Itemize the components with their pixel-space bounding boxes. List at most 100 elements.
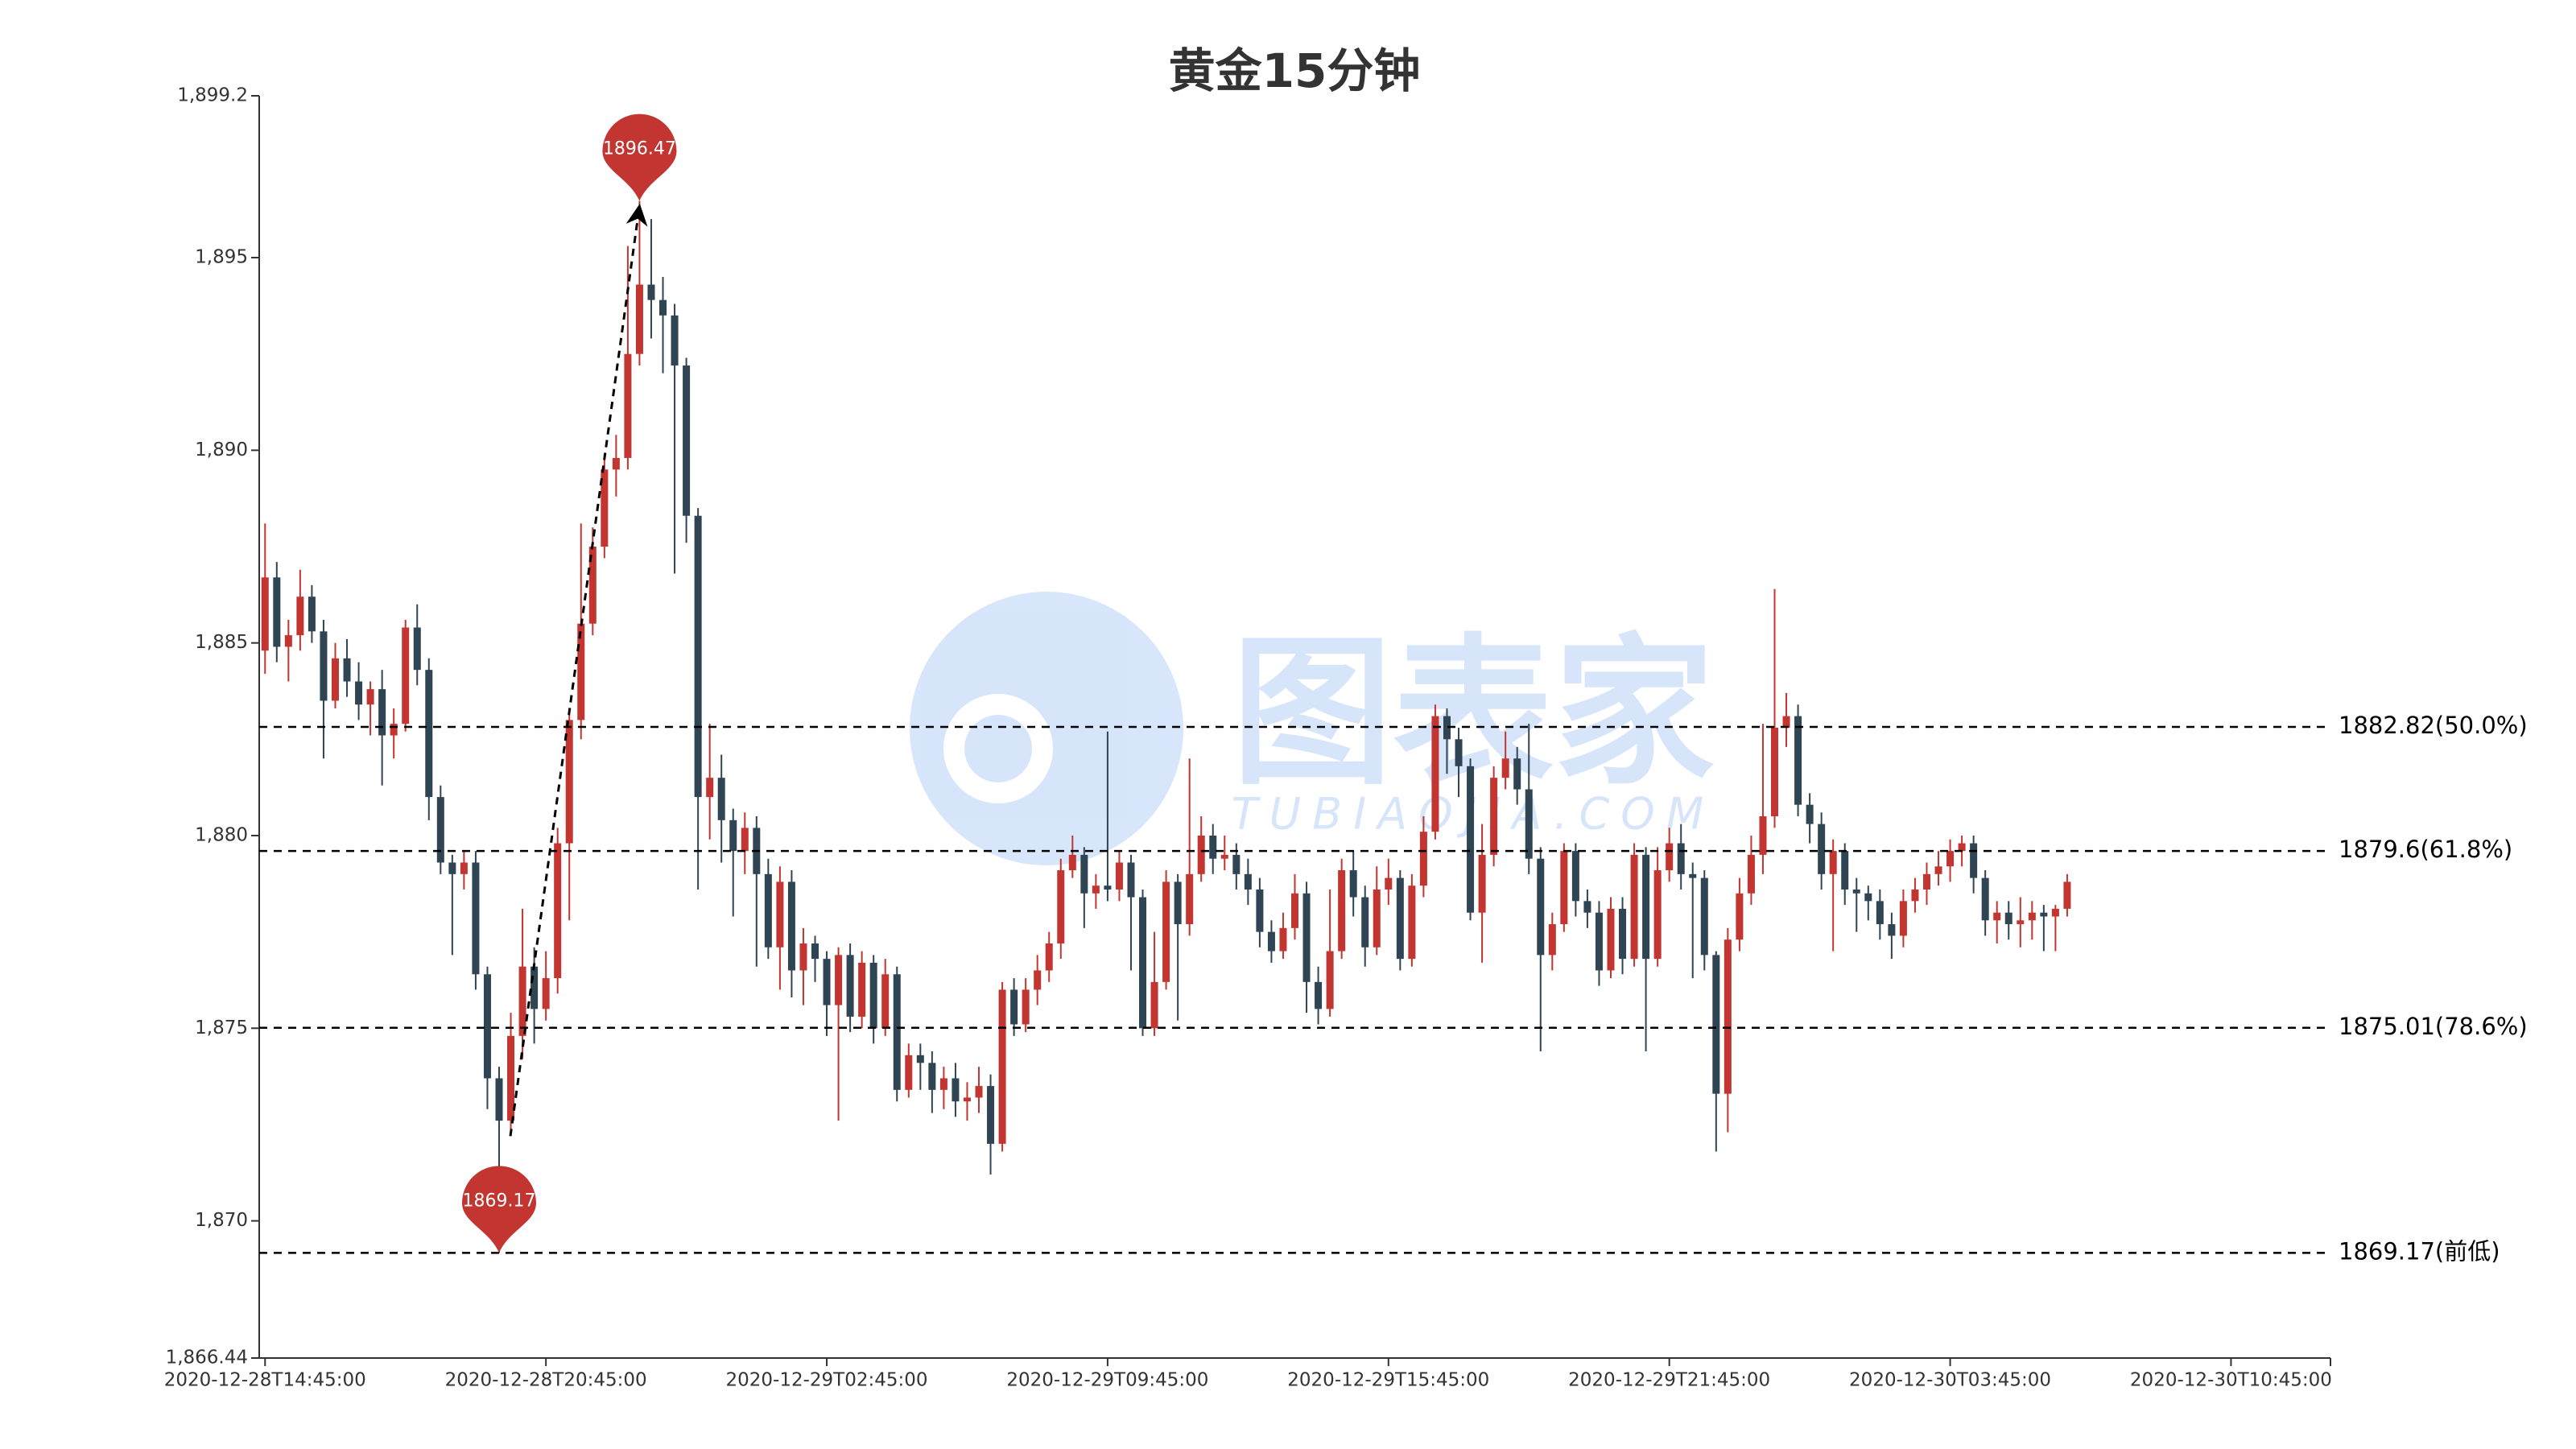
candle-body bbox=[1958, 843, 1966, 852]
candle-body bbox=[1022, 989, 1030, 1025]
candle-body bbox=[460, 862, 468, 874]
candle-body bbox=[378, 689, 386, 736]
marker-label: 1896.47 bbox=[603, 139, 676, 159]
candle-body bbox=[1104, 886, 1112, 890]
candle-body bbox=[987, 1086, 995, 1144]
x-tick-label: 2020-12-30T10:45:00 bbox=[2130, 1370, 2332, 1391]
candle-body bbox=[741, 828, 749, 852]
candle-body bbox=[1794, 716, 1802, 805]
candle-body bbox=[1092, 886, 1100, 894]
candle-body bbox=[1841, 851, 1849, 890]
candle-body bbox=[472, 862, 480, 975]
candle-body bbox=[530, 966, 539, 1009]
candle-body bbox=[577, 623, 585, 720]
candle-body bbox=[1747, 854, 1755, 894]
candle-body bbox=[1922, 873, 1930, 890]
candle-body bbox=[1946, 851, 1955, 867]
y-tick-label: 1,870 bbox=[195, 1210, 248, 1231]
candle-body bbox=[1115, 862, 1123, 890]
candle-body bbox=[320, 631, 328, 701]
candle-body bbox=[1818, 824, 1826, 874]
candle-body bbox=[1852, 889, 1860, 894]
candle-body bbox=[1150, 981, 1158, 1029]
candle-body bbox=[436, 797, 444, 863]
x-tick-label: 2020-12-30T03:45:00 bbox=[1849, 1370, 2051, 1391]
x-tick-label: 2020-12-29T09:45:00 bbox=[1006, 1370, 1208, 1391]
candle-body bbox=[659, 299, 667, 316]
candle-body bbox=[1408, 886, 1416, 960]
candle-body bbox=[273, 577, 281, 647]
candle-body bbox=[1560, 851, 1568, 925]
candle-body bbox=[1595, 912, 1603, 971]
candle-body bbox=[939, 1078, 947, 1090]
candle-body bbox=[1700, 877, 1708, 956]
candle-body bbox=[1349, 870, 1357, 898]
candle-body bbox=[1782, 716, 1790, 728]
candle-body bbox=[1256, 889, 1264, 932]
candle-body bbox=[647, 284, 655, 300]
candle-body bbox=[1911, 889, 1919, 902]
candle-body bbox=[1045, 943, 1053, 971]
candle-body bbox=[284, 635, 292, 647]
candle-body bbox=[1139, 897, 1147, 1029]
candle-body bbox=[1666, 843, 1674, 871]
candle-body bbox=[1174, 881, 1182, 925]
x-tick-label: 2020-12-28T20:45:00 bbox=[445, 1370, 647, 1391]
candle-body bbox=[1806, 804, 1814, 824]
candle-body bbox=[1396, 877, 1404, 960]
candle-body bbox=[2004, 912, 2013, 925]
candle-body bbox=[1302, 893, 1311, 982]
candle-body bbox=[1315, 981, 1323, 1009]
candle-body bbox=[308, 597, 316, 632]
candle-body bbox=[1279, 927, 1287, 952]
candle-body bbox=[495, 1078, 503, 1121]
candle-body bbox=[928, 1063, 936, 1090]
candle-body bbox=[1455, 739, 1463, 766]
candle-body bbox=[963, 1097, 971, 1102]
candle-body bbox=[905, 1055, 913, 1090]
candle-body bbox=[1537, 858, 1545, 956]
x-tick-label: 2020-12-29T15:45:00 bbox=[1287, 1370, 1489, 1391]
candle-body bbox=[402, 627, 410, 724]
candle-body bbox=[1209, 835, 1217, 859]
y-tick-label: 1,866.44 bbox=[166, 1348, 248, 1368]
y-tick-label: 1,899.2 bbox=[177, 85, 248, 106]
candle-body bbox=[518, 966, 526, 1036]
y-tick-label: 1,890 bbox=[195, 440, 248, 460]
candle-body bbox=[588, 547, 597, 624]
candle-body bbox=[612, 457, 620, 470]
candle-body bbox=[835, 955, 843, 1005]
candle-body bbox=[1385, 877, 1393, 890]
candle-body bbox=[1934, 866, 1942, 874]
candle-body bbox=[1232, 854, 1241, 874]
x-tick-label: 2020-12-29T02:45:00 bbox=[726, 1370, 928, 1391]
trend-arrow bbox=[509, 203, 648, 1137]
candle-body bbox=[823, 959, 831, 1005]
candle-body bbox=[694, 515, 702, 798]
watermark-logo-ring bbox=[943, 694, 1053, 803]
candle-body bbox=[1653, 870, 1662, 960]
candle-body bbox=[624, 353, 632, 458]
candle-body bbox=[1373, 889, 1381, 947]
candle-body bbox=[1162, 881, 1170, 982]
candle-body bbox=[846, 955, 854, 1017]
candle-body bbox=[1770, 727, 1779, 817]
candle-body bbox=[1338, 870, 1346, 952]
candle-body bbox=[296, 597, 304, 636]
y-tick-label: 1,885 bbox=[195, 632, 248, 653]
candle-body bbox=[881, 974, 890, 1029]
candle-body bbox=[916, 1055, 924, 1063]
candle-body bbox=[2017, 920, 2025, 925]
candle-body bbox=[799, 943, 807, 971]
x-tick-label: 2020-12-28T14:45:00 bbox=[164, 1370, 366, 1391]
candle-body bbox=[1478, 854, 1486, 913]
candle-body bbox=[683, 365, 691, 516]
candle-body bbox=[425, 670, 433, 798]
candle-body bbox=[1525, 789, 1533, 859]
reference-label: 1869.17(前低) bbox=[2339, 1237, 2500, 1265]
candle-body bbox=[1419, 832, 1427, 886]
marker-pin bbox=[462, 1166, 537, 1253]
candle-body bbox=[1619, 908, 1627, 960]
candle-body bbox=[1829, 851, 1837, 874]
candle-body bbox=[671, 315, 679, 366]
